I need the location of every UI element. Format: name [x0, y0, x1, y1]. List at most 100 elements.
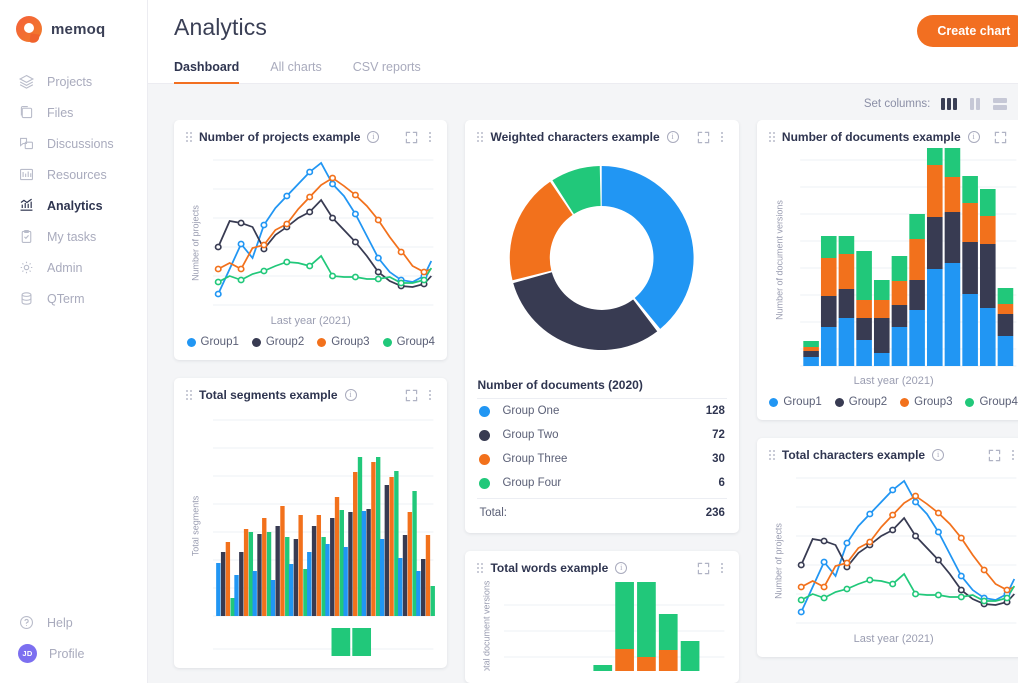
sidebar-nav: Projects Files Discussions Resources [0, 66, 147, 314]
card-number-of-projects: Number of projects example i [174, 120, 448, 360]
brand[interactable]: memoq [0, 0, 147, 56]
sidebar-item-files[interactable]: Files [0, 97, 147, 128]
legend-label: Group1 [783, 396, 822, 408]
tab-dashboard[interactable]: Dashboard [174, 60, 240, 84]
columns-three-icon[interactable] [939, 96, 959, 112]
sidebar-item-label: Help [47, 615, 73, 630]
table-row[interactable]: Group Two 72 [477, 423, 726, 447]
table-row[interactable]: Group Four 6 [477, 471, 726, 495]
bar-chart-words[interactable]: Total document versions [477, 579, 726, 671]
bar-chart-segments[interactable]: Total segments [186, 406, 435, 656]
legend-item-group1[interactable]: Group1 [186, 336, 239, 348]
info-icon[interactable]: i [932, 449, 945, 461]
info-icon[interactable]: i [666, 131, 679, 143]
chart-legend: Group1 Group2 Group3 Group4 [769, 396, 1018, 408]
x-axis-caption: Last year (2021) [853, 633, 934, 645]
expand-icon[interactable] [405, 389, 418, 402]
card-title: Weighted characters example [490, 130, 660, 144]
card-menu-icon[interactable] [717, 130, 727, 144]
expand-icon[interactable] [994, 131, 1007, 144]
drag-handle-icon[interactable] [768, 132, 775, 142]
card-title: Total segments example [199, 388, 338, 402]
sidebar: memoq Projects Files Discussions [0, 0, 148, 683]
create-chart-button[interactable]: Create chart [917, 15, 1018, 47]
columns-two-icon[interactable] [968, 96, 982, 112]
expand-icon[interactable] [405, 131, 418, 144]
card-total-segments: Total segments example i [174, 378, 448, 668]
donut-subtitle: Number of documents (2020) [477, 378, 643, 392]
sidebar-item-discussions[interactable]: Discussions [0, 128, 147, 159]
legend-item-group3[interactable]: Group3 [900, 396, 952, 408]
card-menu-icon[interactable] [425, 388, 435, 402]
legend-item-group4[interactable]: Group4 [965, 396, 1018, 408]
legend-item-group1[interactable]: Group1 [769, 396, 822, 408]
chat-bubbles-icon [19, 137, 34, 150]
stacked-bar-chart-documents[interactable]: Number of document versions [769, 148, 1018, 373]
card-title: Total characters example [781, 448, 926, 462]
sidebar-item-resources[interactable]: Resources [0, 159, 147, 190]
analytics-icon [20, 198, 33, 211]
rows-icon[interactable] [991, 96, 1009, 112]
sidebar-item-my-tasks[interactable]: My tasks [0, 221, 147, 252]
tab-csv-reports[interactable]: CSV reports [352, 60, 421, 74]
card-total-characters: Total characters example i [756, 438, 1018, 657]
legend-item-group3[interactable]: Group3 [317, 336, 370, 348]
table-row[interactable]: Group One 128 [477, 399, 726, 423]
card-menu-icon[interactable] [425, 130, 435, 144]
board-column-3: Number of documents example i [756, 120, 1018, 657]
legend-item-group2[interactable]: Group2 [834, 396, 888, 408]
donut-chart-weighted[interactable] [477, 148, 726, 370]
legend-dot-group-three [479, 453, 491, 465]
info-icon[interactable]: i [344, 389, 357, 401]
sidebar-item-label: Projects [47, 74, 93, 89]
legend-label: Group2 [848, 396, 888, 408]
top-bar: Analytics Create chart Dashboard All cha… [148, 0, 1018, 84]
legend-dot-group-four [479, 477, 491, 489]
info-icon[interactable]: i [367, 131, 380, 143]
library-icon [19, 168, 34, 181]
sidebar-item-profile[interactable]: JD Profile [0, 638, 147, 669]
line-chart-characters[interactable]: Number of projects [769, 466, 1018, 631]
sidebar-item-qterm[interactable]: QTerm [0, 283, 147, 314]
legend-item-group2[interactable]: Group2 [251, 336, 304, 348]
sidebar-item-help[interactable]: Help [0, 607, 147, 638]
legend-label: Group3 [914, 396, 953, 408]
drag-handle-icon[interactable] [186, 390, 192, 400]
legend-value: 30 [712, 453, 725, 465]
sidebar-bottom: Help JD Profile [0, 607, 147, 683]
card-menu-icon[interactable] [1014, 130, 1018, 144]
sidebar-item-analytics[interactable]: Analytics [0, 190, 147, 221]
card-number-of-documents: Number of documents example i [756, 120, 1018, 420]
info-icon[interactable]: i [615, 562, 628, 574]
card-menu-icon[interactable] [1008, 448, 1018, 462]
card-weighted-characters: Weighted characters example i [465, 120, 739, 533]
sidebar-item-projects[interactable]: Projects [0, 66, 147, 97]
line-chart-projects[interactable]: Number of projects [186, 148, 435, 313]
legend-label: Group Three [502, 453, 568, 465]
card-header: Number of projects example i [186, 130, 435, 144]
card-menu-icon[interactable] [717, 561, 727, 575]
sidebar-item-label: Resources [47, 167, 107, 182]
main-content: Analytics Create chart Dashboard All cha… [148, 0, 1018, 683]
table-row[interactable]: Group Three 30 [477, 447, 726, 471]
board-column-2: Weighted characters example i [465, 120, 739, 683]
memoq-logo-icon [16, 16, 42, 44]
expand-icon[interactable] [697, 131, 710, 144]
expand-icon[interactable] [988, 449, 1001, 462]
drag-handle-icon[interactable] [186, 132, 192, 142]
legend-value: 72 [712, 429, 725, 441]
svg-text:Number of projects: Number of projects [773, 523, 783, 599]
svg-text:Number of projects: Number of projects [190, 205, 200, 281]
expand-icon[interactable] [697, 562, 710, 575]
board-column-1: Number of projects example i [174, 120, 448, 668]
tab-all-charts[interactable]: All charts [270, 60, 322, 74]
legend-item-group4[interactable]: Group4 [382, 336, 435, 348]
drag-handle-icon[interactable] [768, 450, 775, 460]
total-value: 236 [705, 507, 725, 519]
info-icon[interactable]: i [967, 131, 980, 143]
sidebar-item-label: Discussions [47, 136, 114, 151]
sidebar-item-admin[interactable]: Admin [0, 252, 147, 283]
drag-handle-icon[interactable] [477, 132, 484, 142]
drag-handle-icon[interactable] [477, 563, 484, 573]
